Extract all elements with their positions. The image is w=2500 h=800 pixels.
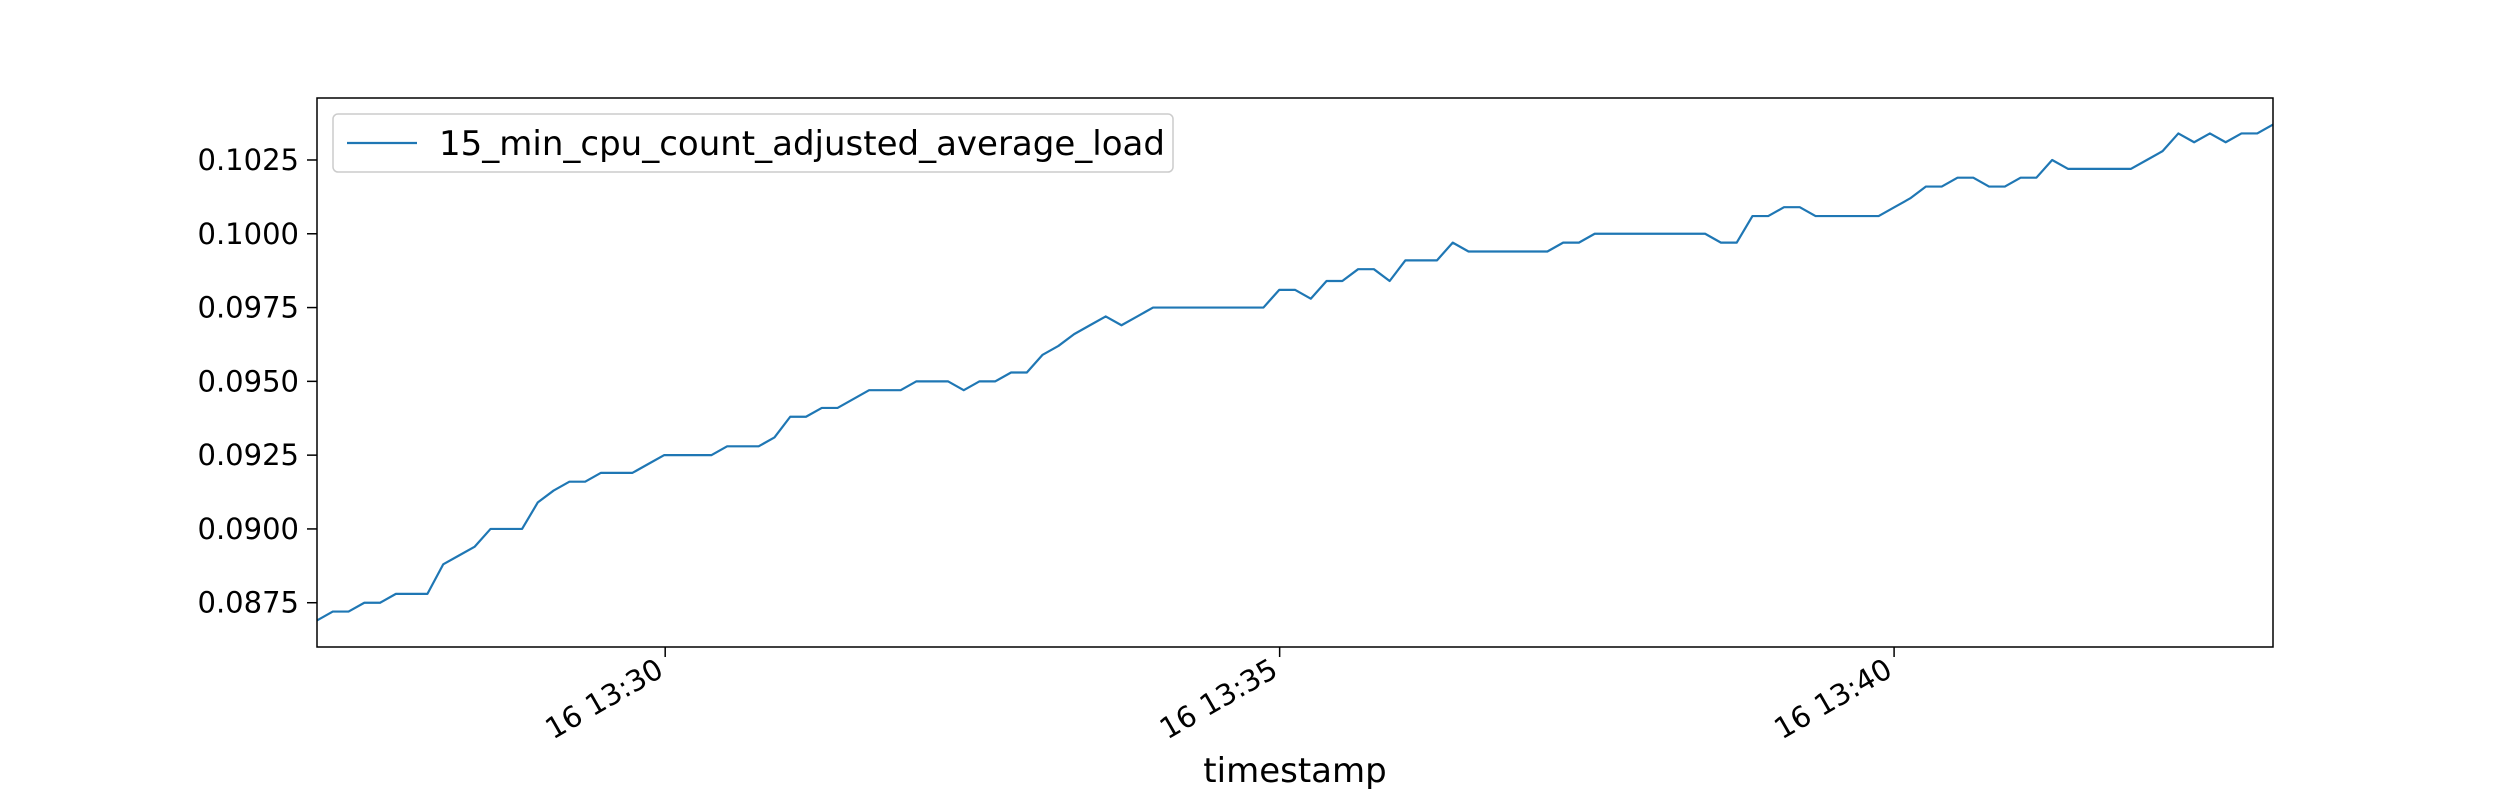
legend-box xyxy=(332,113,1174,173)
y-tick-label-1: 0.0900 xyxy=(198,512,299,546)
legend-label: 15_min_cpu_count_adjusted_average_load xyxy=(439,124,1165,164)
series-line-0 xyxy=(316,123,2274,622)
y-tick-label-6: 0.1025 xyxy=(198,143,299,177)
series-layer xyxy=(316,123,2274,622)
y-tick-label-5: 0.1000 xyxy=(198,217,299,251)
x-tick-label-2: 16 13:40 xyxy=(1768,652,1897,746)
x-tick-label-0: 16 13:30 xyxy=(539,652,668,746)
y-tick-label-4: 0.0975 xyxy=(198,291,299,325)
y-tick-label-3: 0.0950 xyxy=(198,364,299,398)
y-tick-label-0: 0.0875 xyxy=(198,586,299,620)
x-tick-label-1: 16 13:35 xyxy=(1154,652,1283,746)
plot-frame xyxy=(316,97,2274,648)
legend: 15_min_cpu_count_adjusted_average_load xyxy=(332,113,1174,173)
x-axis-label: timestamp xyxy=(1203,751,1386,791)
y-tick-label-2: 0.0925 xyxy=(198,438,299,472)
